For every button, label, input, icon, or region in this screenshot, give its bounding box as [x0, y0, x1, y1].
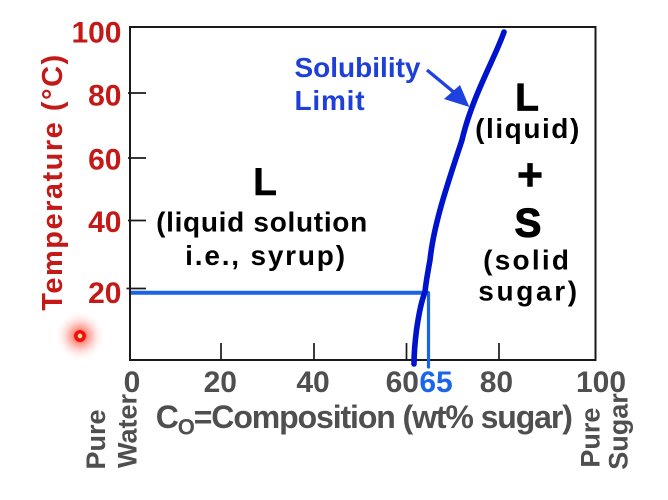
svg-text:Pure: Pure: [81, 409, 111, 469]
svg-text:(liquid): (liquid): [475, 113, 581, 144]
svg-text:100: 100: [71, 16, 121, 49]
svg-text:Sugar: Sugar: [604, 393, 634, 470]
svg-text:Water: Water: [113, 394, 143, 469]
svg-text:65: 65: [419, 366, 452, 399]
svg-text:i.e., syrup): i.e., syrup): [185, 240, 347, 271]
svg-text:(solid: (solid: [483, 245, 571, 276]
svg-text:sugar): sugar): [478, 276, 579, 307]
svg-text:Temperature (°C): Temperature (°C): [37, 53, 69, 310]
svg-text:60: 60: [386, 366, 419, 399]
svg-text:80: 80: [480, 366, 513, 399]
svg-text:20: 20: [204, 366, 237, 399]
svg-text:L: L: [253, 161, 277, 204]
svg-text:40: 40: [296, 366, 329, 399]
svg-text:+: +: [517, 149, 543, 200]
svg-text:0: 0: [124, 366, 141, 399]
svg-text:80: 80: [88, 79, 121, 112]
svg-text:CO=Composition (wt% sugar): CO=Composition (wt% sugar): [156, 399, 573, 440]
svg-text:20: 20: [88, 277, 121, 310]
svg-text:60: 60: [88, 143, 121, 176]
svg-text:L: L: [515, 76, 539, 119]
svg-text:100: 100: [576, 366, 626, 399]
svg-text:40: 40: [88, 206, 121, 239]
svg-text:(liquid solution: (liquid solution: [156, 207, 368, 238]
svg-text:Pure: Pure: [576, 408, 606, 468]
svg-text:Limit: Limit: [295, 85, 366, 116]
svg-text:S: S: [515, 201, 542, 245]
svg-text:Solubility: Solubility: [295, 52, 421, 83]
